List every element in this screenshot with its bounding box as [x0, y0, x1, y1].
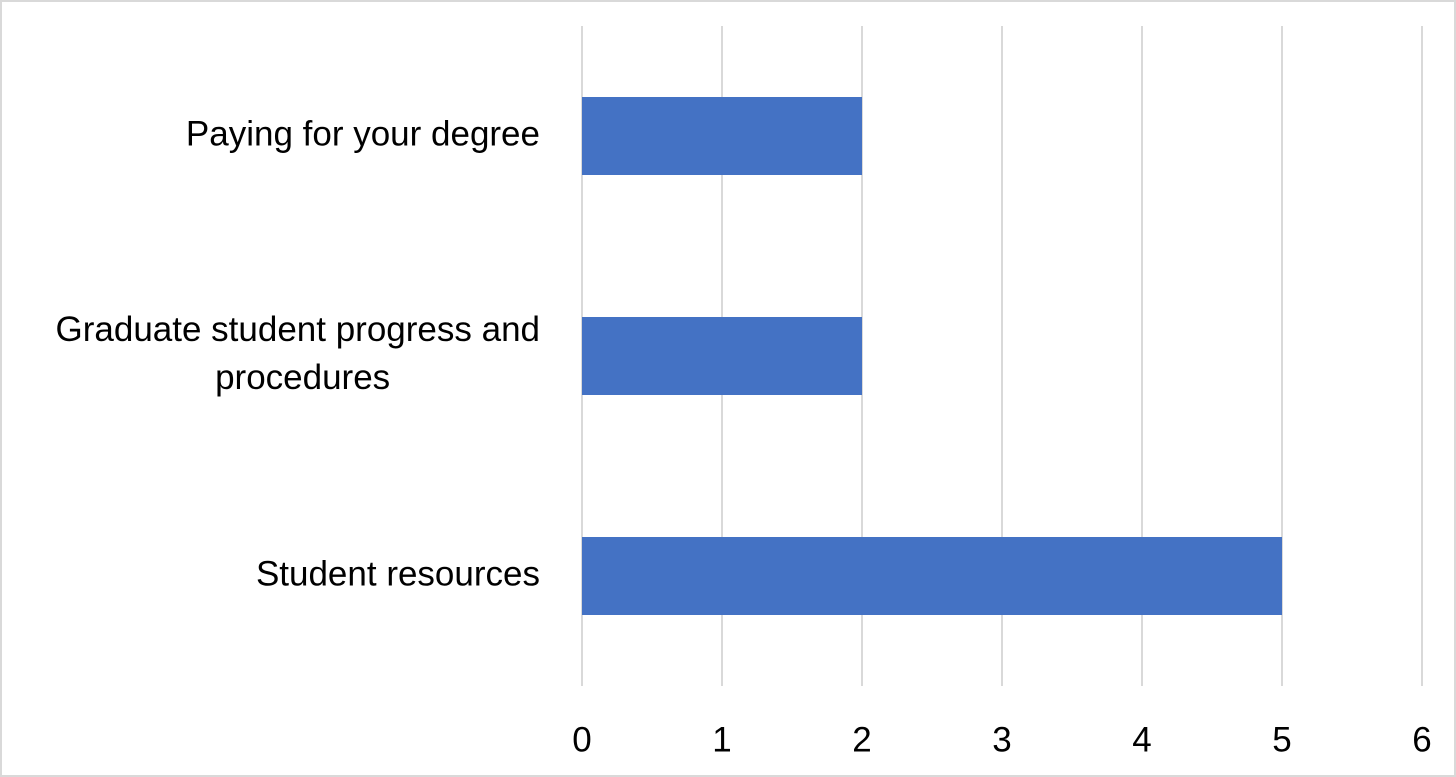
- x-tick-label: 6: [1412, 720, 1431, 759]
- y-tick-label: Student resources: [256, 554, 540, 593]
- x-tick-label: 4: [1132, 720, 1151, 759]
- x-tick-label: 1: [712, 720, 731, 759]
- x-tick-label: 3: [992, 720, 1011, 759]
- bar: [582, 317, 862, 395]
- bar: [582, 97, 862, 175]
- y-tick-label: Paying for your degree: [186, 114, 540, 153]
- x-tick-label: 5: [1272, 720, 1291, 759]
- x-tick-label: 2: [852, 720, 871, 759]
- y-tick-label: Graduate student progress and procedures: [56, 310, 540, 397]
- x-tick-label: 0: [572, 720, 591, 759]
- bar: [582, 537, 1282, 615]
